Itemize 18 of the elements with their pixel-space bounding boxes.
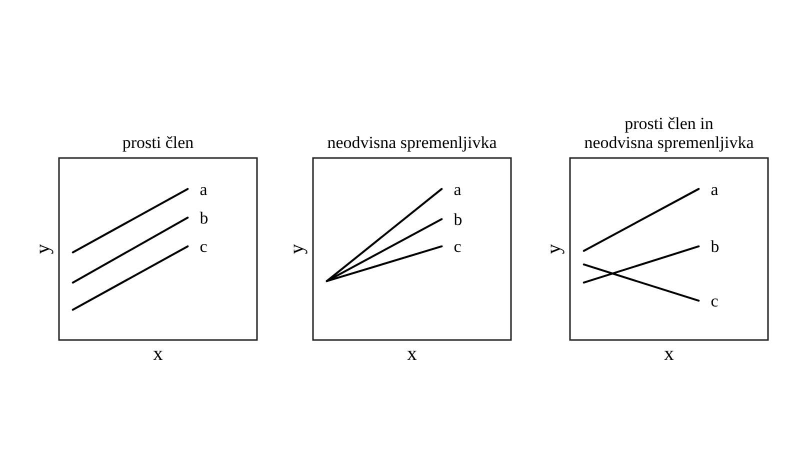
chart-title: neodvisna spremenljivka bbox=[327, 133, 498, 152]
x-axis-title: x bbox=[664, 343, 674, 365]
series-label: b bbox=[200, 208, 208, 228]
series-label: b bbox=[710, 237, 720, 256]
y-axis-title: y bbox=[32, 244, 54, 254]
series-label: c bbox=[200, 237, 208, 256]
series-label: a bbox=[200, 180, 208, 199]
chart-title: prosti člen in neodvisna spremenljivka bbox=[584, 114, 754, 152]
y-axis-title: y bbox=[286, 244, 308, 254]
series-label: a bbox=[454, 180, 462, 199]
series-label: c bbox=[454, 237, 462, 256]
series-label: b bbox=[454, 210, 462, 230]
chart-title: prosti člen bbox=[122, 133, 194, 152]
series-label: c bbox=[710, 292, 719, 311]
x-axis-title: x bbox=[407, 343, 417, 365]
x-axis-title: x bbox=[153, 343, 163, 365]
y-axis-title: y bbox=[543, 244, 565, 254]
series-label: a bbox=[710, 180, 719, 199]
